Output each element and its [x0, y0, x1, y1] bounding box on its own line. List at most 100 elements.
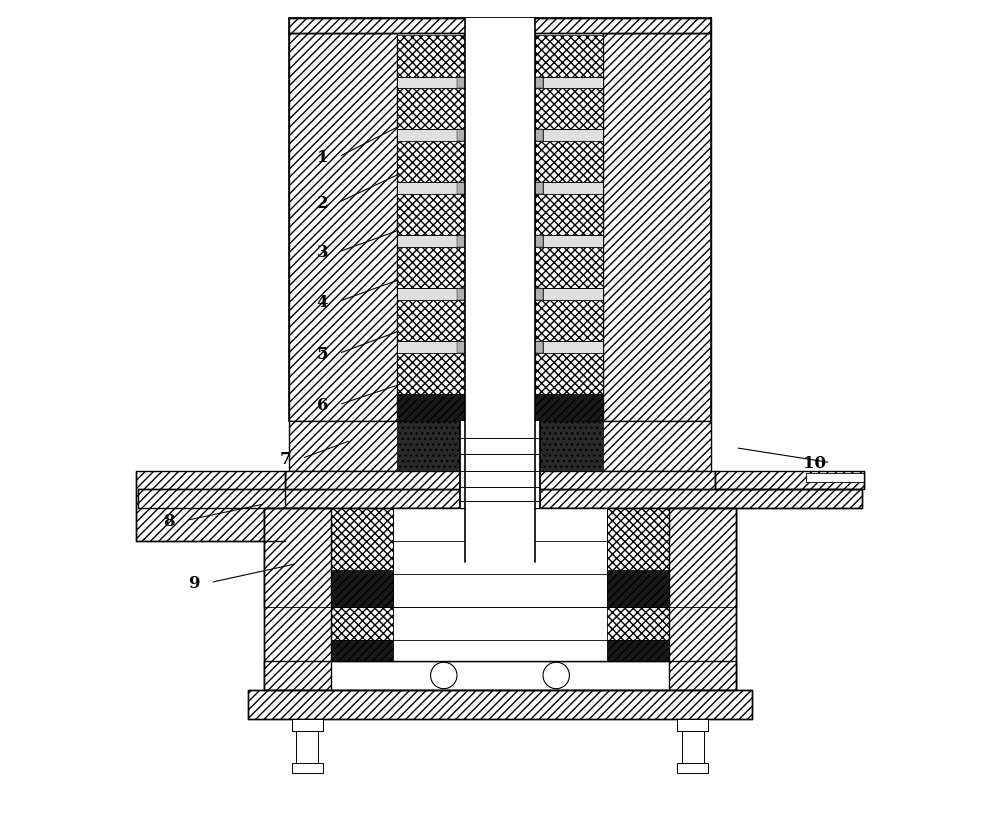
Bar	[607, 641, 669, 661]
Bar	[460, 422, 540, 509]
Bar	[806, 474, 864, 483]
Bar	[535, 183, 543, 194]
Bar	[465, 36, 535, 78]
Bar	[607, 571, 669, 608]
Bar	[465, 342, 535, 353]
Bar	[535, 89, 603, 131]
Bar	[289, 422, 409, 471]
Bar	[397, 353, 465, 394]
Bar	[331, 509, 393, 608]
Bar	[543, 131, 603, 142]
Bar	[457, 183, 465, 194]
Text: 2: 2	[316, 194, 328, 212]
Bar	[397, 236, 457, 247]
Bar	[543, 289, 603, 300]
Bar	[331, 641, 393, 661]
Text: 10: 10	[803, 455, 826, 471]
Bar	[465, 19, 535, 562]
Bar	[465, 247, 535, 289]
Bar	[607, 608, 669, 641]
Bar	[543, 236, 603, 247]
Bar	[669, 509, 736, 608]
Bar	[535, 394, 603, 422]
Bar	[264, 509, 331, 690]
Bar	[393, 641, 607, 661]
Bar	[397, 131, 457, 142]
Bar	[677, 762, 708, 772]
Text: 9: 9	[188, 574, 200, 591]
Bar	[465, 289, 535, 300]
Bar	[669, 509, 736, 690]
Bar	[535, 289, 543, 300]
Bar	[535, 78, 543, 89]
Bar	[393, 509, 607, 608]
Bar	[457, 78, 465, 89]
Text: 7: 7	[279, 451, 291, 467]
Bar	[397, 78, 457, 89]
Bar	[465, 78, 535, 89]
Bar	[136, 471, 285, 542]
Bar	[292, 762, 323, 772]
Bar	[397, 247, 465, 289]
Bar	[465, 394, 535, 422]
Bar	[465, 194, 535, 236]
Bar	[397, 194, 465, 236]
Bar	[535, 236, 543, 247]
Bar	[289, 19, 711, 34]
Bar	[543, 78, 603, 89]
Bar	[397, 183, 457, 194]
Bar	[543, 183, 603, 194]
Text: 3: 3	[316, 244, 328, 261]
Text: 4: 4	[317, 294, 328, 310]
Bar	[285, 471, 715, 490]
Bar	[397, 142, 465, 183]
Bar	[397, 342, 457, 353]
Bar	[465, 89, 535, 131]
Bar	[248, 690, 752, 719]
Bar	[603, 34, 711, 422]
Bar	[465, 142, 535, 183]
Bar	[397, 422, 465, 471]
Text: 8: 8	[164, 513, 175, 529]
Bar	[397, 300, 465, 342]
Text: 5: 5	[317, 346, 328, 362]
Bar	[457, 236, 465, 247]
Bar	[465, 131, 535, 142]
Bar	[591, 422, 711, 471]
Bar	[457, 342, 465, 353]
Bar	[331, 608, 393, 641]
Bar	[535, 194, 603, 236]
Bar	[535, 422, 603, 471]
Bar	[535, 342, 543, 353]
Bar	[397, 289, 457, 300]
Bar	[543, 342, 603, 353]
Bar	[465, 422, 535, 471]
Bar	[397, 36, 465, 78]
Text: 6: 6	[317, 397, 328, 414]
Bar	[397, 394, 465, 422]
Bar	[457, 289, 465, 300]
Bar	[682, 731, 704, 764]
Bar	[397, 89, 465, 131]
Bar	[465, 183, 535, 194]
Bar	[465, 300, 535, 342]
Bar	[535, 142, 603, 183]
Bar	[677, 719, 708, 731]
Text: 1: 1	[317, 149, 328, 166]
Bar	[535, 131, 543, 142]
Bar	[138, 490, 862, 509]
Bar	[331, 571, 393, 608]
Bar	[465, 353, 535, 394]
Bar	[465, 236, 535, 247]
Bar	[289, 34, 397, 422]
Bar	[296, 731, 318, 764]
Bar	[264, 509, 384, 690]
Bar	[607, 509, 669, 608]
Bar	[264, 661, 736, 690]
Bar	[535, 247, 603, 289]
Bar	[292, 719, 323, 731]
Bar	[264, 509, 331, 608]
Bar	[535, 353, 603, 394]
Bar	[535, 36, 603, 78]
Bar	[715, 471, 864, 490]
